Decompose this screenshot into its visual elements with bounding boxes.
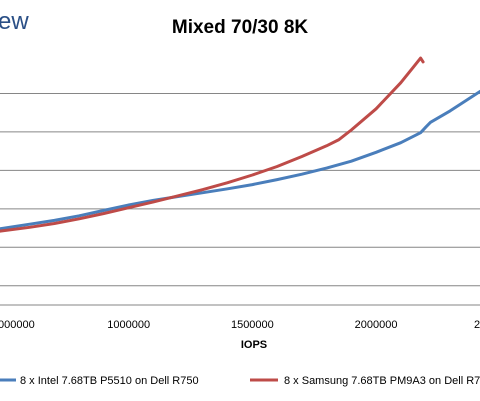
x-tick-label-partial-right: 2 bbox=[474, 319, 480, 331]
x-tick-label-1: 1500000 bbox=[231, 319, 274, 331]
chart-title: Mixed 70/30 8K bbox=[172, 17, 309, 38]
legend: 8 x Intel 7.68TB P5510 on Dell R750 8 x … bbox=[0, 375, 480, 387]
series-line-0 bbox=[0, 90, 480, 231]
x-tick-label-2: 2000000 bbox=[355, 319, 398, 331]
gridlines bbox=[0, 92, 480, 287]
legend-label-samsung: 8 x Samsung 7.68TB PM9A3 on Dell R7 bbox=[284, 375, 480, 387]
x-tick-labels: 1000000 1500000 2000000 000000 2 bbox=[0, 319, 480, 331]
series-line-1 bbox=[0, 56, 425, 233]
x-axis-label: IOPS bbox=[241, 339, 267, 351]
brand-logo-fragment: ew bbox=[0, 8, 29, 35]
legend-label-intel: 8 x Intel 7.68TB P5510 on Dell R750 bbox=[20, 375, 199, 387]
series-lines bbox=[0, 56, 480, 233]
x-tick-label-partial-left: 000000 bbox=[0, 319, 35, 331]
x-tick-label-0: 1000000 bbox=[107, 319, 150, 331]
